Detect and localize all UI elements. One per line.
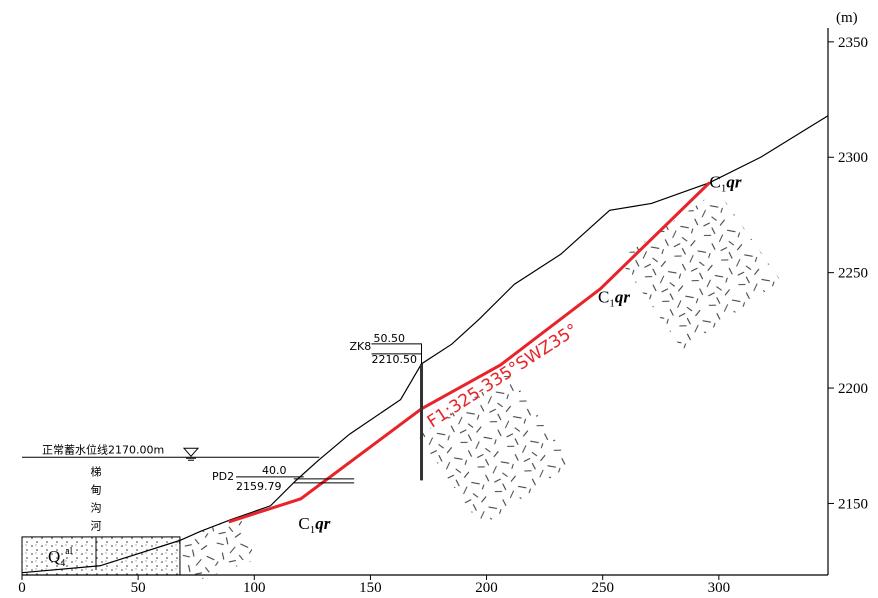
text-part: C (598, 288, 609, 307)
adit-name: PD2 (212, 470, 234, 483)
borehole-name: ZK8 (350, 340, 372, 353)
adit-length: 40.0 (262, 464, 287, 477)
text-part: qr (615, 288, 631, 307)
river-label: 沟 (91, 501, 102, 514)
profile-section: Q4al 0 50 100 150 200 250 300 2150 2200 2250 2300 23… (0, 0, 878, 598)
river-label: 甸 (91, 483, 102, 496)
y-tick-label: 2200 (838, 381, 868, 397)
alluvium (22, 537, 180, 575)
borehole-depth: 50.50 (374, 332, 406, 345)
x-tick-label: 300 (708, 580, 731, 596)
y-tick-label: 2150 (838, 496, 868, 512)
text-part: C (298, 514, 309, 533)
text-part: al (65, 546, 72, 557)
borehole-elevation: 2210.50 (372, 353, 418, 366)
text-part: Q (48, 547, 60, 566)
x-tick-label: 150 (359, 580, 382, 596)
y-tick-label: 2350 (838, 35, 868, 51)
adit-elevation: 2159.79 (236, 480, 282, 493)
x-tick-label: 250 (591, 580, 614, 596)
x-tick-label: 0 (18, 580, 26, 596)
x-tick-label: 200 (475, 580, 498, 596)
text-part: qr (315, 514, 331, 533)
text-part: 4 (60, 558, 65, 569)
stratum-label: C1qr (298, 514, 330, 536)
river-label: 梯 (91, 465, 102, 478)
unit-label: (m) (836, 10, 858, 26)
stratum-label: C1qr (710, 172, 742, 194)
x-tick-label: 50 (131, 580, 146, 596)
river-label: 河 (91, 519, 102, 532)
text-part: C (710, 172, 721, 191)
water-symbol (184, 448, 198, 460)
stratum-label: C1qr (598, 288, 630, 310)
y-tick-label: 2250 (838, 266, 868, 282)
x-tick-label: 100 (243, 580, 266, 596)
y-tick-label: 2300 (838, 150, 868, 166)
text-part: qr (726, 172, 742, 191)
water-level-label: 正常蓄水位线2170.00m (42, 442, 164, 456)
